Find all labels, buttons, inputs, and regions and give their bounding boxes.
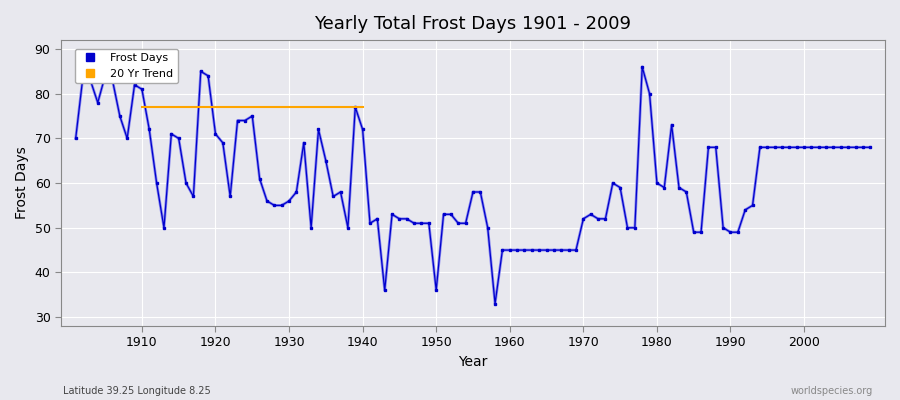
Text: worldspecies.org: worldspecies.org [791, 386, 873, 396]
X-axis label: Year: Year [458, 355, 488, 369]
Text: Latitude 39.25 Longitude 8.25: Latitude 39.25 Longitude 8.25 [63, 386, 211, 396]
Y-axis label: Frost Days: Frost Days [15, 147, 29, 220]
Legend: Frost Days, 20 Yr Trend: Frost Days, 20 Yr Trend [75, 48, 178, 83]
Title: Yearly Total Frost Days 1901 - 2009: Yearly Total Frost Days 1901 - 2009 [314, 15, 632, 33]
